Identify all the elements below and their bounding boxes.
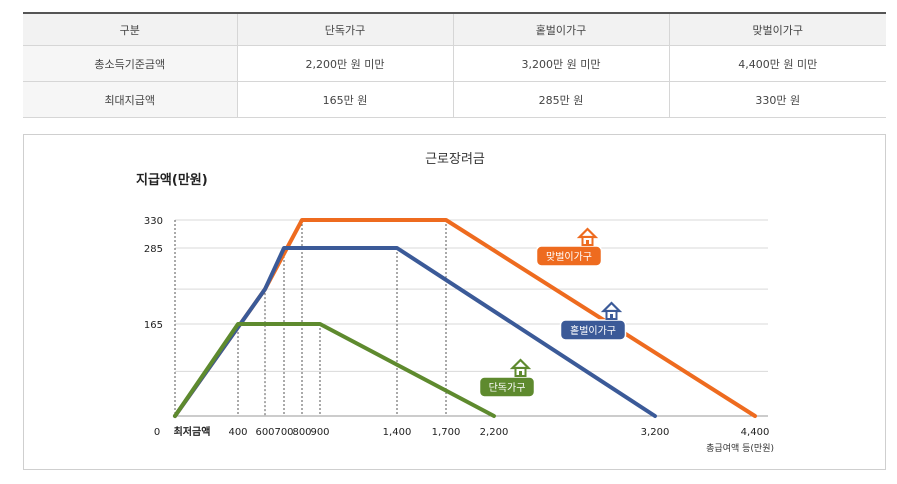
chart-panel: 근로장려금 지급액(만원) 165 285 330 400 600 700 800 900 1… bbox=[23, 134, 886, 470]
y-axis-label: 지급액(만원) bbox=[136, 172, 208, 188]
grid-lines bbox=[175, 219, 768, 417]
table-cell: 3,200만 원 미만 bbox=[452, 45, 669, 82]
y-tick-label: 330 bbox=[144, 216, 163, 227]
eligibility-table: 구분 단독가구 홑벌이가구 맞벌이가구 총소득기준금액 2,200만 원 미만 … bbox=[23, 12, 886, 118]
row-label: 총소득기준금액 bbox=[23, 45, 237, 82]
table-cell: 165만 원 bbox=[236, 81, 453, 118]
legend-badge-label: 단독가구 bbox=[489, 382, 526, 394]
legend-badge-label: 홑벌이가구 bbox=[570, 324, 616, 337]
x-min-label: 최저금액 bbox=[174, 425, 211, 438]
house-roof bbox=[600, 301, 623, 313]
y-tick-labels: 165 285 330 bbox=[144, 216, 163, 331]
chart-title: 근로장려금 bbox=[425, 152, 485, 167]
x-tick-label: 400 bbox=[228, 427, 247, 438]
x-axis-label: 총급여액 등(만원) bbox=[706, 442, 774, 454]
legend-badge-단독가구: 단독가구 bbox=[478, 358, 536, 398]
legend-badge-box bbox=[478, 376, 536, 398]
y-tick-label: 285 bbox=[144, 244, 163, 255]
series-lines bbox=[173, 218, 757, 418]
x-tick-label: 800 bbox=[292, 427, 311, 438]
y-tick-label: 165 bbox=[144, 320, 163, 331]
legend-badge-label: 맞벌이가구 bbox=[546, 251, 592, 263]
x-tick-label: 2,200 bbox=[480, 427, 509, 438]
x-tick-label: 3,200 bbox=[641, 427, 670, 438]
table-cell: 2,200만 원 미만 bbox=[236, 45, 453, 82]
legend-badge-맞벌이가구: 맞벌이가구 bbox=[535, 227, 603, 267]
table-row: 최대지급액 165만 원 285만 원 330만 원 bbox=[23, 81, 886, 118]
table-header-row: 구분 단독가구 홑벌이가구 맞벌이가구 bbox=[23, 13, 886, 46]
table-row: 총소득기준금액 2,200만 원 미만 3,200만 원 미만 4,400만 원… bbox=[23, 45, 886, 82]
header-single-earner: 홑벌이가구 bbox=[452, 13, 669, 46]
legend-badge-box bbox=[559, 319, 627, 341]
house-door bbox=[519, 371, 522, 376]
series-line-단독가구 bbox=[173, 322, 496, 418]
house-icon bbox=[576, 227, 599, 246]
x-zero-label: 0 bbox=[154, 427, 160, 438]
table-cell: 285만 원 bbox=[452, 81, 669, 118]
x-tick-label: 900 bbox=[310, 427, 329, 438]
house-door bbox=[610, 314, 613, 319]
house-roof bbox=[509, 358, 532, 370]
legend-badge-홑벌이가구: 홑벌이가구 bbox=[559, 301, 627, 341]
house-roof bbox=[576, 227, 599, 239]
guide-lines bbox=[174, 220, 447, 416]
header-dual-earner: 맞벌이가구 bbox=[668, 13, 886, 46]
table-cell: 330만 원 bbox=[668, 81, 886, 118]
row-label: 최대지급액 bbox=[23, 81, 237, 118]
house-door bbox=[586, 240, 589, 245]
header-single: 단독가구 bbox=[236, 13, 453, 46]
house-icon bbox=[509, 358, 532, 377]
x-tick-label: 600 bbox=[255, 427, 274, 438]
header-category: 구분 bbox=[23, 13, 237, 46]
house-icon bbox=[600, 301, 623, 320]
x-tick-label: 1,700 bbox=[432, 427, 461, 438]
x-tick-label: 4,400 bbox=[741, 427, 770, 438]
series-line-맞벌이가구 bbox=[173, 218, 757, 418]
legend-badge-box bbox=[535, 245, 603, 267]
x-tick-label: 700 bbox=[274, 427, 293, 438]
x-tick-label: 1,400 bbox=[383, 427, 412, 438]
table-cell: 4,400만 원 미만 bbox=[668, 45, 886, 82]
